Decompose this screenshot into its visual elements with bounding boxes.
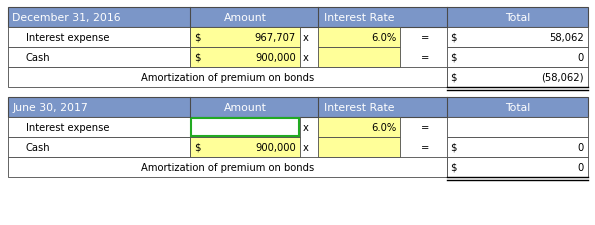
Text: =: = [421, 142, 430, 152]
Text: Total: Total [505, 13, 530, 23]
Text: 6.0%: 6.0% [371, 122, 396, 132]
Bar [447, 28, 588, 48]
Text: 6.0%: 6.0% [371, 33, 396, 43]
Bar [8, 68, 447, 88]
Text: x: x [303, 142, 309, 152]
Text: Amortization of premium on bonds: Amortization of premium on bonds [141, 162, 314, 172]
Text: x: x [303, 33, 309, 43]
Text: 900,000: 900,000 [255, 53, 296, 63]
Bar [190, 117, 300, 137]
Bar [447, 117, 588, 137]
Bar [447, 137, 588, 157]
Text: (58,062): (58,062) [541, 73, 584, 83]
Text: $: $ [450, 53, 456, 63]
Text: 0: 0 [578, 162, 584, 172]
Bar [447, 48, 588, 68]
Text: Cash: Cash [26, 53, 51, 63]
Bar [318, 48, 400, 68]
Text: Total: Total [505, 103, 530, 112]
Bar [8, 157, 447, 177]
Bar [8, 28, 190, 48]
Bar [191, 119, 299, 136]
Bar [8, 137, 190, 157]
Text: =: = [421, 53, 430, 63]
Text: $: $ [194, 142, 201, 152]
Bar [318, 117, 400, 137]
Bar [8, 8, 588, 28]
Text: Interest expense: Interest expense [26, 33, 109, 43]
Bar [8, 48, 190, 68]
Text: x: x [303, 53, 309, 63]
Text: 900,000: 900,000 [255, 142, 296, 152]
Text: Interest Rate: Interest Rate [324, 103, 394, 112]
Text: Amount: Amount [224, 13, 267, 23]
Text: 967,707: 967,707 [255, 33, 296, 43]
Text: Amount: Amount [224, 103, 267, 112]
Text: $: $ [194, 53, 201, 63]
Text: December 31, 2016: December 31, 2016 [12, 13, 121, 23]
Bar [8, 117, 190, 137]
Text: $: $ [450, 73, 456, 83]
Bar [190, 48, 300, 68]
Text: Amortization of premium on bonds: Amortization of premium on bonds [141, 73, 314, 83]
Bar [190, 28, 300, 48]
Text: x: x [303, 122, 309, 132]
Text: $: $ [450, 33, 456, 43]
Text: Interest Rate: Interest Rate [324, 13, 394, 23]
Bar [8, 98, 588, 117]
Text: $: $ [194, 33, 201, 43]
Text: 0: 0 [578, 53, 584, 63]
Bar [318, 137, 400, 157]
Bar [318, 28, 400, 48]
Text: Interest expense: Interest expense [26, 122, 109, 132]
Text: $: $ [450, 142, 456, 152]
Bar [447, 157, 588, 177]
Text: 0: 0 [578, 142, 584, 152]
Text: =: = [421, 122, 430, 132]
Text: June 30, 2017: June 30, 2017 [12, 103, 87, 112]
Text: $: $ [450, 162, 456, 172]
Bar [447, 68, 588, 88]
Text: =: = [421, 33, 430, 43]
Text: 58,062: 58,062 [549, 33, 584, 43]
Text: Cash: Cash [26, 142, 51, 152]
Bar [190, 137, 300, 157]
